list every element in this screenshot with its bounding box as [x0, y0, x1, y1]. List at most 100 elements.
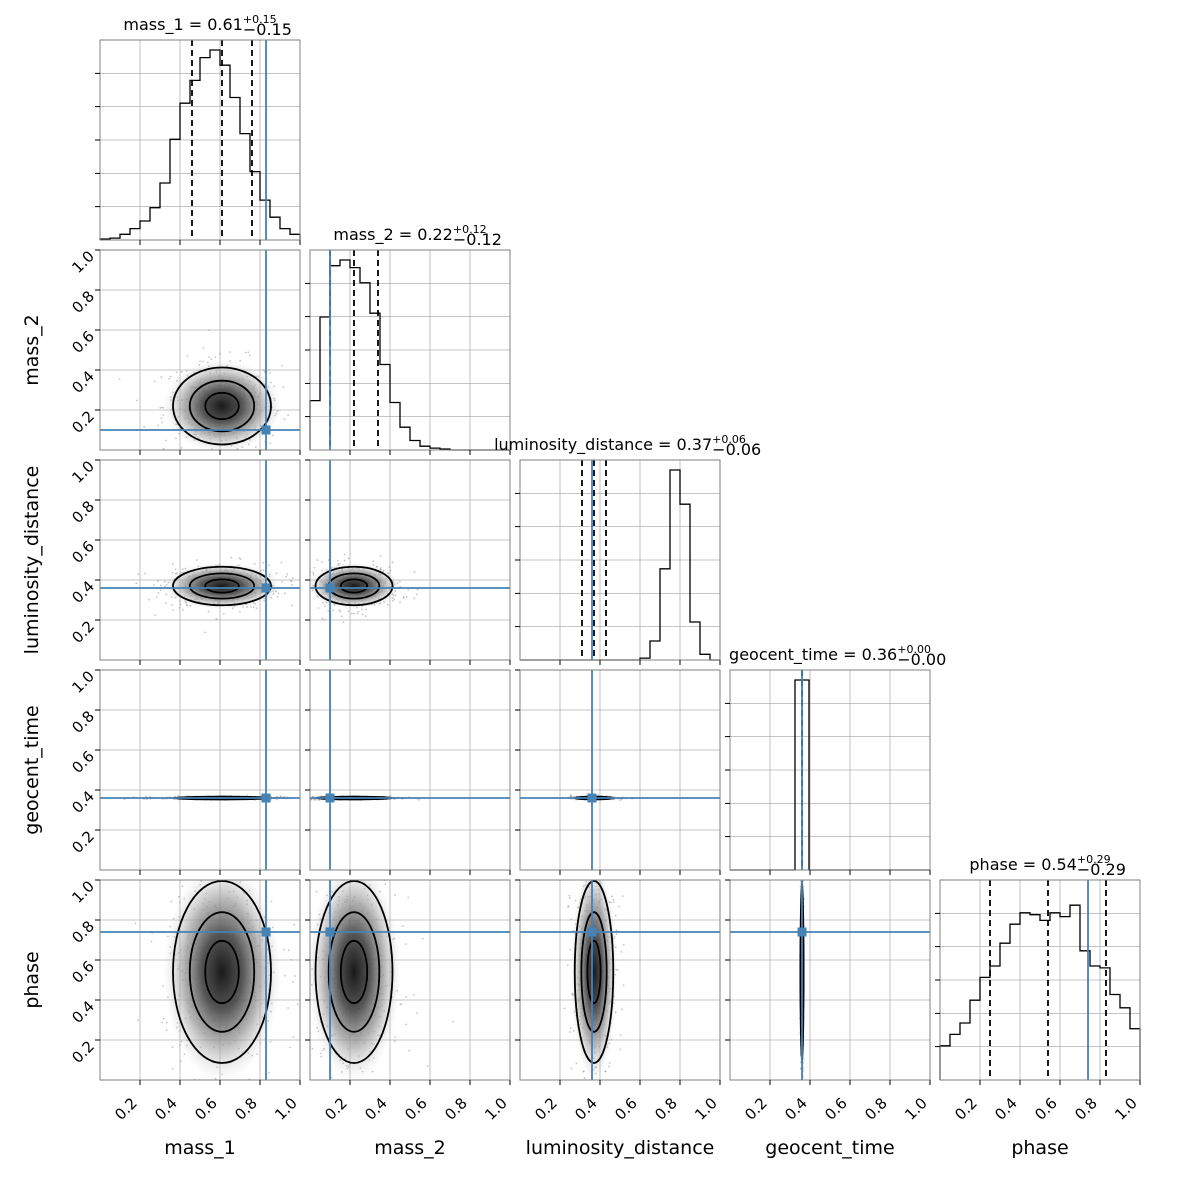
sample-point [393, 1082, 395, 1084]
sample-point [209, 791, 211, 793]
density-region [520, 670, 720, 870]
panel-title-luminosity_distance: luminosity_distance = 0.37+0.06 [494, 433, 746, 455]
sample-point [384, 865, 386, 867]
density-shading [163, 562, 281, 610]
x-tick-label: 0.6 [611, 1094, 641, 1124]
sample-point [357, 610, 360, 613]
contour-line [204, 391, 240, 421]
contour-line [188, 572, 256, 600]
sample-point [283, 948, 286, 951]
sample-point [303, 798, 305, 800]
sample-point [801, 1085, 803, 1087]
sample-point [338, 609, 341, 612]
sample-point [288, 605, 290, 607]
sample-point [316, 559, 319, 561]
sample-point [413, 597, 416, 600]
density-shading [163, 880, 281, 1080]
sample-point [802, 876, 804, 878]
sample-point [566, 964, 569, 967]
sample-point [352, 612, 355, 615]
truth-marker [325, 927, 335, 937]
sample-point [285, 576, 287, 578]
sample-point [207, 874, 209, 876]
sample-point [568, 897, 571, 899]
sample-point [271, 434, 274, 437]
panel-title-mass_2: mass_2 = 0.22+0.12 [333, 223, 486, 245]
sample-point [287, 414, 289, 416]
sample-point [307, 569, 309, 571]
sample-point [179, 603, 182, 606]
sample-point [372, 861, 374, 863]
sample-point [195, 559, 198, 561]
sample-point [583, 1077, 586, 1079]
panel-mass_1-geocent_time: 0.2 0.4 0.6 0.8 1.0 [68, 667, 305, 875]
sample-point [568, 894, 571, 897]
sample-point [319, 1100, 321, 1102]
sample-point [178, 606, 181, 609]
sample-point [269, 372, 271, 374]
density-region [290, 842, 510, 1102]
x-axis-label-geocent_time: geocent_time [765, 1137, 894, 1159]
sample-point [600, 1093, 602, 1095]
sample-point [149, 795, 151, 798]
histogram-geocent_time [730, 679, 930, 871]
x-tick-label: 1.0 [1111, 1094, 1141, 1124]
y-tick-label: 0.8 [68, 707, 98, 737]
sample-point [307, 599, 309, 601]
sample-point [238, 557, 241, 560]
sample-point [416, 588, 419, 591]
contour-line [339, 578, 369, 594]
sample-point [343, 559, 346, 562]
sample-point [570, 794, 573, 796]
sample-point [612, 899, 615, 901]
sample-point [595, 877, 597, 879]
y-tick-label: 0.6 [68, 537, 98, 567]
sample-point [290, 1033, 292, 1035]
sample-point [307, 797, 309, 799]
sample-point [327, 610, 330, 612]
sample-point [621, 1008, 623, 1011]
sample-point [371, 842, 373, 844]
sample-point [210, 358, 213, 361]
sample-point [583, 1090, 585, 1092]
contour-line [188, 379, 256, 433]
sample-point [191, 483, 193, 485]
sample-point [253, 562, 256, 565]
truth-marker [325, 793, 335, 803]
sample-point [592, 1087, 594, 1089]
y-tick-label: 0.4 [68, 367, 98, 397]
sample-point [275, 572, 278, 575]
sample-point [284, 581, 286, 583]
sample-point [159, 589, 162, 591]
sample-point [219, 352, 222, 355]
sample-point [363, 850, 365, 852]
sample-point [223, 613, 225, 615]
sample-point [202, 347, 205, 350]
sample-point [398, 867, 400, 869]
sample-point [283, 592, 286, 595]
panel-title-minus-mass_1: −0.15 [243, 20, 292, 39]
sample-point [364, 615, 367, 618]
sample-point [606, 850, 608, 852]
density-region [100, 460, 300, 660]
sample-point [615, 933, 618, 936]
x-tick-label: 0.4 [571, 1094, 601, 1124]
sample-point [384, 883, 387, 885]
panel-phase-phase: phase = 0.54+0.29−0.29 0.2 0.4 0.6 0.8 1.0 [935, 853, 1141, 1124]
x-axis-label-luminosity_distance: luminosity_distance [526, 1137, 715, 1159]
sample-point [337, 845, 339, 847]
x-tick-label: 0.2 [741, 1094, 771, 1124]
sample-point [165, 1029, 168, 1032]
sample-point [413, 993, 415, 996]
sample-point [602, 1097, 604, 1099]
panel-frame [519, 879, 721, 1081]
histogram-phase [939, 904, 1141, 1080]
sample-point [244, 876, 246, 878]
sample-point [402, 597, 405, 599]
sample-point [182, 608, 184, 611]
sample-point [289, 1046, 291, 1049]
density-shading [163, 359, 281, 450]
x-tick-label: 0.6 [191, 1094, 221, 1124]
y-tick-label: 1.0 [68, 457, 98, 487]
sample-point [171, 1067, 174, 1070]
